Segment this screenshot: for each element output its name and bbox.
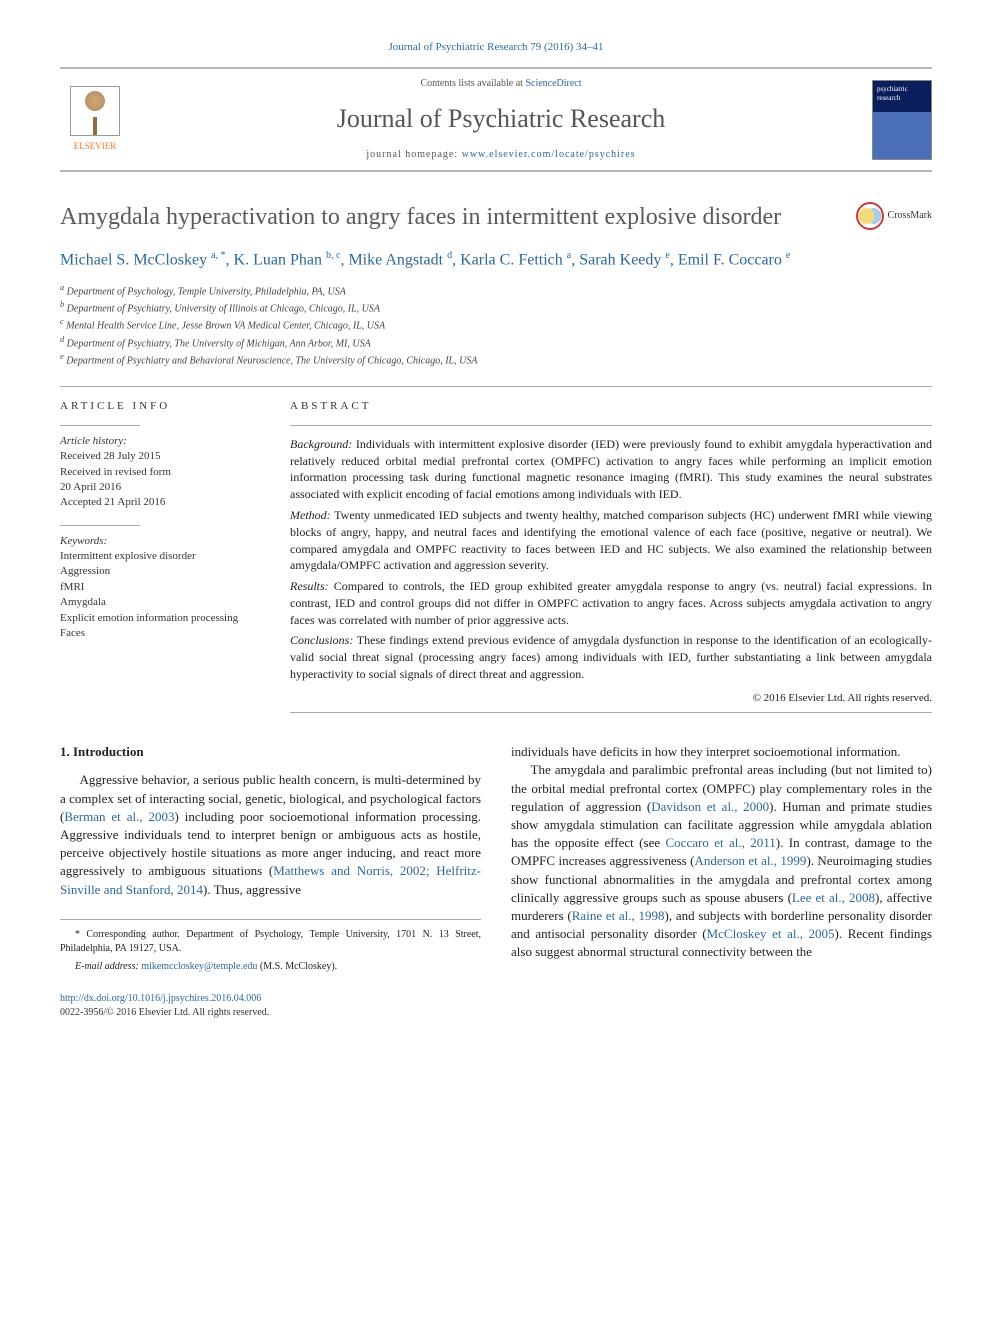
results-label: Results: (290, 579, 329, 593)
background-label: Background: (290, 437, 352, 451)
keyword-line: Aggression (60, 564, 260, 579)
keywords-label: Keywords: (60, 534, 260, 549)
section-title: Introduction (73, 744, 144, 759)
keywords-block: Keywords: Intermittent explosive disorde… (60, 534, 260, 642)
author-list: Michael S. McCloskey a, *, K. Luan Phan … (60, 249, 932, 272)
body-paragraph: Aggressive behavior, a serious public he… (60, 771, 481, 898)
method-label: Method: (290, 508, 331, 522)
homepage-link[interactable]: www.elsevier.com/locate/psychires (462, 149, 636, 160)
results-text: Compared to controls, the IED group exhi… (290, 579, 932, 627)
body-col-left: 1. Introduction Aggressive behavior, a s… (60, 743, 481, 978)
reference-link[interactable]: Davidson et al., 2000 (651, 799, 769, 814)
keyword-line: Amygdala (60, 595, 260, 610)
affiliation-line: d Department of Psychiatry, The Universi… (60, 334, 932, 351)
reference-link[interactable]: Berman et al., 2003 (64, 809, 174, 824)
email-suffix: (M.S. McCloskey). (260, 961, 337, 972)
page-footer: http://dx.doi.org/10.1016/j.jpsychires.2… (60, 992, 932, 1020)
sciencedirect-link[interactable]: ScienceDirect (525, 78, 581, 89)
keyword-line: Explicit emotion information processing (60, 611, 260, 626)
history-label: Article history: (60, 434, 260, 449)
history-line: 20 April 2016 (60, 480, 260, 495)
contents-prefix: Contents lists available at (420, 78, 525, 89)
abstract-conclusions: Conclusions: These findings extend previ… (290, 632, 932, 682)
divider (290, 425, 932, 426)
citation-line: Journal of Psychiatric Research 79 (2016… (60, 40, 932, 55)
article-info-sidebar: ARTICLE INFO Article history: Received 2… (60, 399, 260, 713)
affiliation-line: e Department of Psychiatry and Behaviora… (60, 351, 932, 368)
divider-short (60, 425, 140, 426)
history-block: Article history: Received 28 July 2015Re… (60, 434, 260, 511)
email-line: E-mail address: mikemccloskey@temple.edu… (60, 960, 481, 974)
reference-link[interactable]: Coccaro et al., 2011 (666, 835, 776, 850)
reference-link[interactable]: McCloskey et al., 2005 (707, 926, 835, 941)
corresponding-author-note: * Corresponding author. Department of Ps… (60, 928, 481, 956)
body-col-right: individuals have deficits in how they in… (511, 743, 932, 978)
doi-link[interactable]: http://dx.doi.org/10.1016/j.jpsychires.2… (60, 993, 261, 1004)
footnotes: * Corresponding author. Department of Ps… (60, 919, 481, 974)
history-line: Received in revised form (60, 465, 260, 480)
abstract-method: Method: Twenty unmedicated IED subjects … (290, 507, 932, 574)
conclusions-text: These findings extend previous evidence … (290, 633, 932, 681)
affiliation-line: a Department of Psychology, Temple Unive… (60, 282, 932, 299)
article-info-header: ARTICLE INFO (60, 399, 260, 414)
section-number: 1. (60, 744, 70, 759)
abstract-header: ABSTRACT (290, 399, 932, 414)
divider (290, 712, 932, 713)
keyword-line: Faces (60, 626, 260, 641)
publisher-logo[interactable]: ELSEVIER (60, 86, 130, 153)
crossmark-icon (856, 202, 884, 230)
reference-link[interactable]: Raine et al., 1998 (572, 908, 665, 923)
issn-line: 0022-3956/© 2016 Elsevier Ltd. All right… (60, 1007, 269, 1018)
abstract-results: Results: Compared to controls, the IED g… (290, 578, 932, 628)
keyword-line: fMRI (60, 580, 260, 595)
elsevier-tree-icon (70, 86, 120, 136)
history-line: Received 28 July 2015 (60, 449, 260, 464)
article-title: Amygdala hyperactivation to angry faces … (60, 202, 856, 233)
reference-link[interactable]: Lee et al., 2008 (792, 890, 875, 905)
history-line: Accepted 21 April 2016 (60, 495, 260, 510)
header-center: Contents lists available at ScienceDirec… (130, 77, 872, 161)
divider (60, 386, 932, 387)
journal-cover-thumbnail[interactable] (872, 80, 932, 160)
method-text: Twenty unmedicated IED subjects and twen… (290, 508, 932, 572)
abstract: ABSTRACT Background: Individuals with in… (290, 399, 932, 713)
affiliation-line: c Mental Health Service Line, Jesse Brow… (60, 316, 932, 333)
title-row: Amygdala hyperactivation to angry faces … (60, 202, 932, 233)
affiliation-line: b Department of Psychiatry, University o… (60, 299, 932, 316)
info-abstract-row: ARTICLE INFO Article history: Received 2… (60, 399, 932, 713)
conclusions-label: Conclusions: (290, 633, 353, 647)
body-paragraph: The amygdala and paralimbic prefrontal a… (511, 761, 932, 961)
contents-line: Contents lists available at ScienceDirec… (150, 77, 852, 91)
crossmark-badge[interactable]: CrossMark (856, 202, 932, 230)
crossmark-label: CrossMark (888, 209, 932, 223)
publisher-name: ELSEVIER (74, 141, 117, 151)
abstract-background: Background: Individuals with intermitten… (290, 436, 932, 503)
email-label: E-mail address: (75, 961, 139, 972)
keyword-line: Intermittent explosive disorder (60, 549, 260, 564)
body-columns: 1. Introduction Aggressive behavior, a s… (60, 743, 932, 978)
body-paragraph: individuals have deficits in how they in… (511, 743, 932, 761)
reference-link[interactable]: Anderson et al., 1999 (694, 853, 806, 868)
email-link[interactable]: mikemccloskey@temple.edu (141, 961, 257, 972)
journal-name: Journal of Psychiatric Research (150, 101, 852, 137)
section-heading: 1. Introduction (60, 743, 481, 761)
homepage-line: journal homepage: www.elsevier.com/locat… (150, 148, 852, 162)
copyright-line: © 2016 Elsevier Ltd. All rights reserved… (290, 691, 932, 706)
divider-short (60, 525, 140, 526)
background-text: Individuals with intermittent explosive … (290, 437, 932, 501)
page-container: Journal of Psychiatric Research 79 (2016… (0, 0, 992, 1060)
homepage-prefix: journal homepage: (366, 149, 461, 160)
journal-header: ELSEVIER Contents lists available at Sci… (60, 67, 932, 171)
affiliations-list: a Department of Psychology, Temple Unive… (60, 282, 932, 369)
